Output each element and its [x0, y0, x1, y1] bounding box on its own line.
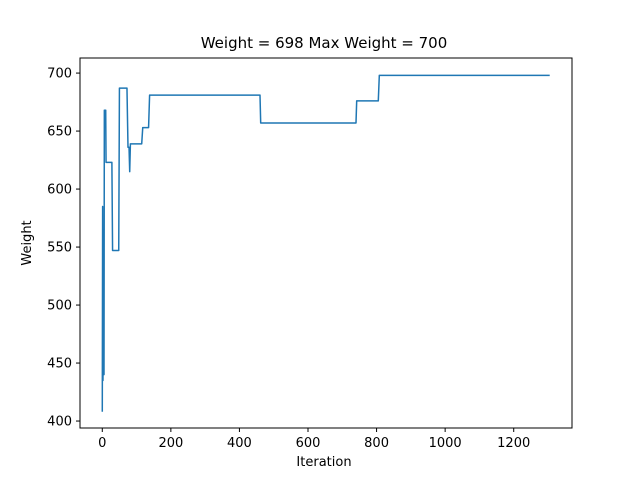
series-line-0 [101, 74, 550, 412]
chart-title: Weight = 698 Max Weight = 700 [201, 34, 448, 52]
plot-area [101, 74, 550, 412]
x-tick-label: 600 [296, 436, 321, 451]
y-tick-label: 700 [47, 67, 72, 82]
x-axis: 0 200 400 600 800 1000 1200 [98, 428, 530, 451]
y-tick-label: 550 [47, 241, 72, 256]
y-tick-label: 650 [47, 125, 72, 140]
x-tick-label: 0 [98, 436, 106, 451]
y-tick-label: 500 [47, 299, 72, 314]
y-axis-label: Weight [20, 220, 35, 265]
x-tick-label: 1200 [497, 436, 530, 451]
x-tick-label: 800 [364, 436, 389, 451]
x-tick-label: 1000 [429, 436, 462, 451]
y-tick-label: 400 [47, 415, 72, 430]
x-axis-label: Iteration [296, 455, 351, 470]
y-tick-label: 450 [47, 357, 72, 372]
y-axis: 400 450 500 550 600 650 700 [47, 67, 80, 430]
x-tick-label: 400 [227, 436, 252, 451]
y-tick-label: 600 [47, 183, 72, 198]
x-tick-label: 200 [158, 436, 183, 451]
plot-frame [79, 57, 573, 429]
